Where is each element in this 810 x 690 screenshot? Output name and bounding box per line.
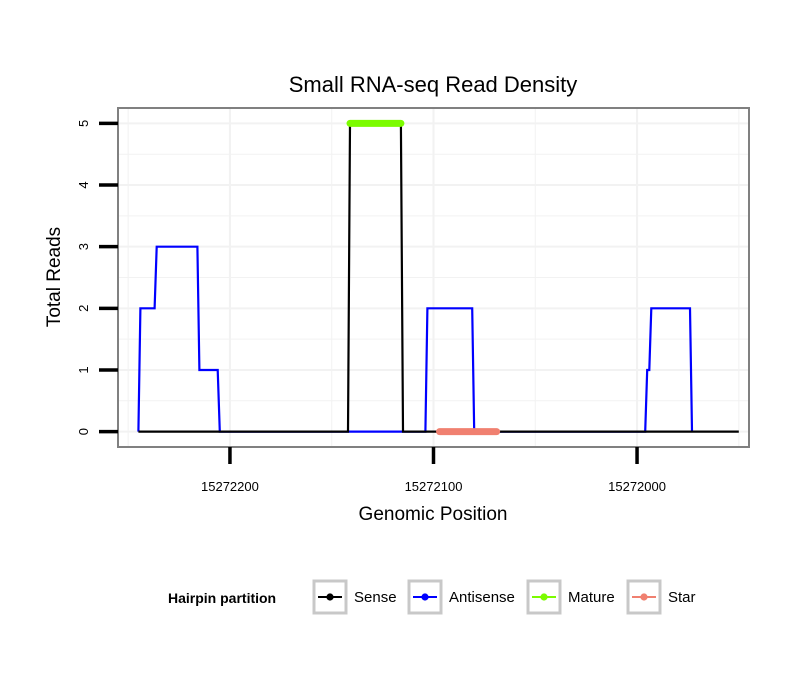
x-axis-title: Genomic Position <box>359 504 508 525</box>
y-tick-label: 2 <box>76 305 91 312</box>
chart-title: Small RNA-seq Read Density <box>289 72 578 97</box>
y-tick-label: 4 <box>76 181 91 188</box>
x-tick-label: 15272100 <box>405 479 463 494</box>
y-tick-label: 1 <box>76 366 91 373</box>
x-tick-label: 15272200 <box>201 479 259 494</box>
x-tick-label: 15272000 <box>608 479 666 494</box>
x-axis: 15272200 15272100 15272000 <box>201 447 666 494</box>
y-tick-label: 0 <box>76 428 91 435</box>
y-axis: 0 1 2 3 4 5 <box>76 120 118 435</box>
legend-label-star: Star <box>668 589 696 606</box>
y-tick-label: 3 <box>76 243 91 250</box>
grid-lines <box>118 108 749 447</box>
y-axis-title: Total Reads <box>44 227 65 327</box>
legend-key-point <box>640 593 648 601</box>
legend-label-mature: Mature <box>568 589 615 606</box>
legend-label-antisense: Antisense <box>449 589 515 606</box>
legend-label-sense: Sense <box>354 589 397 606</box>
legend-key-point <box>540 593 548 601</box>
legend-key-point <box>421 593 429 601</box>
series-layer <box>137 119 739 436</box>
legend-title: Hairpin partition <box>168 590 276 606</box>
y-tick-label: 5 <box>76 120 91 127</box>
legend: Hairpin partition Sense Antisense Mature St… <box>168 579 696 615</box>
legend-key-point <box>326 593 334 601</box>
